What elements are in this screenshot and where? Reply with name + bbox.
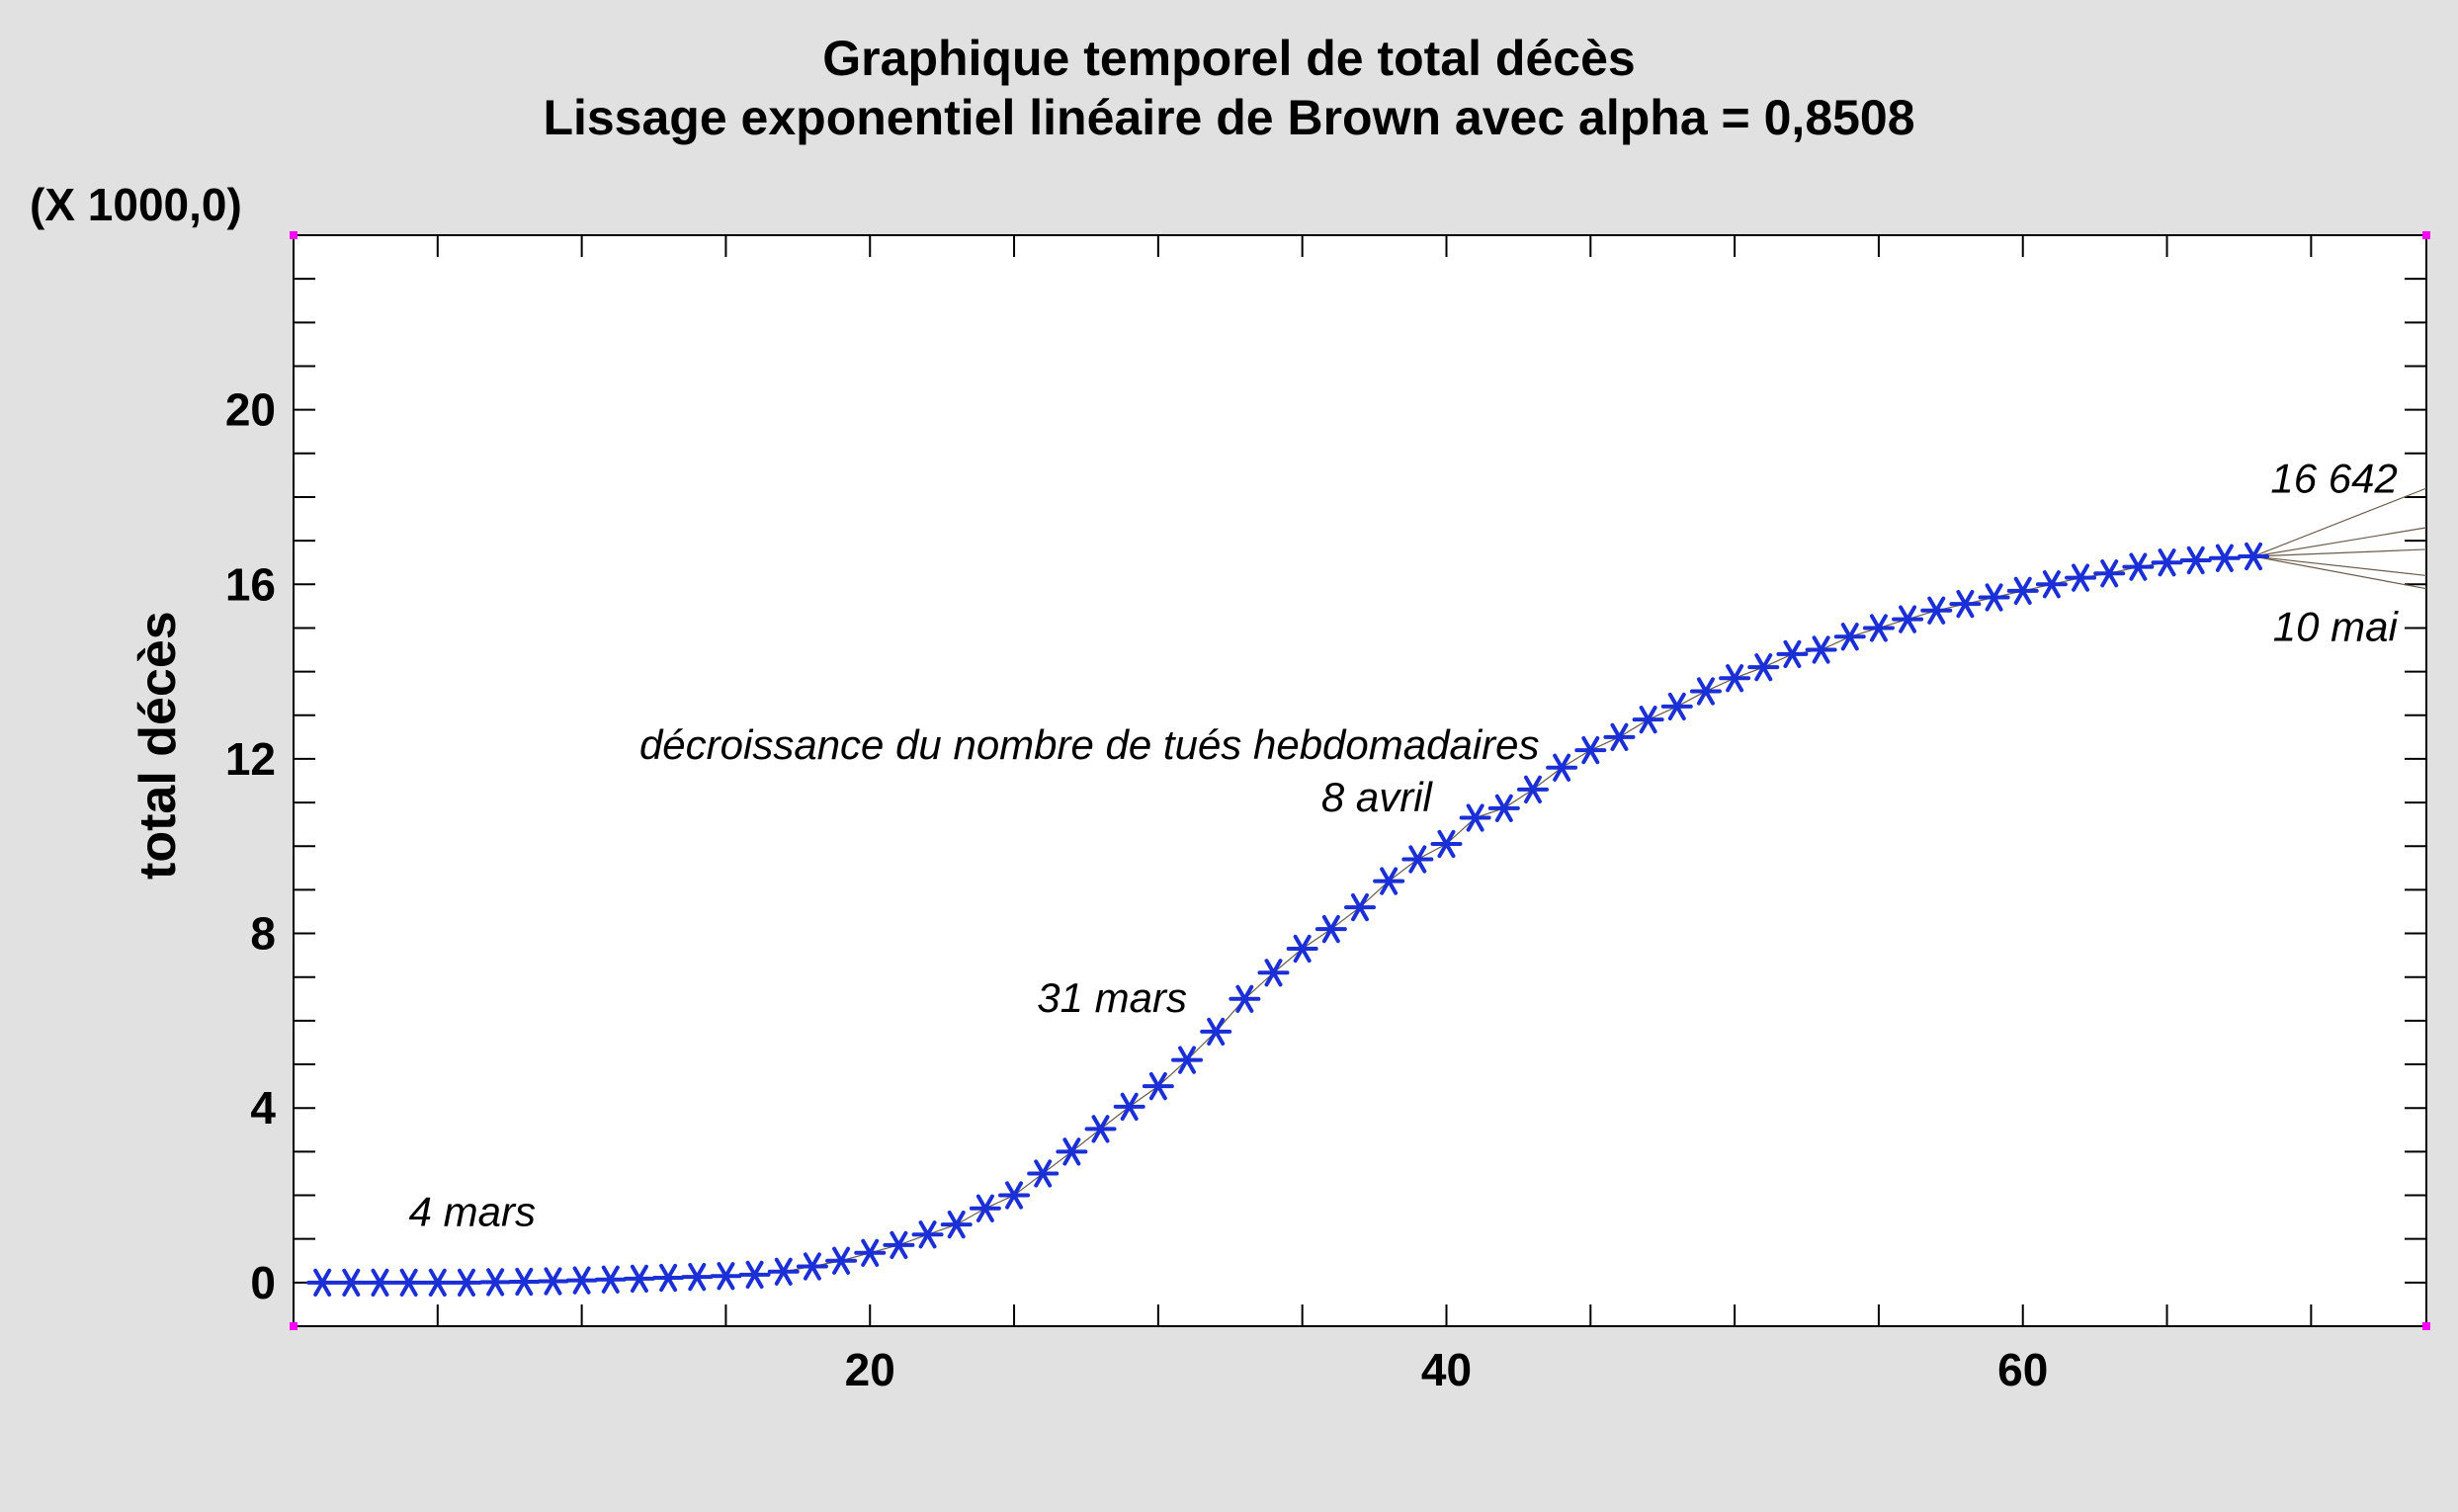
chart-annotation: 16 642 — [2270, 456, 2397, 502]
x-tick-label: 20 — [845, 1344, 895, 1395]
chart-svg: 20 40 60 0 4 8 12 16 20 4 mars 31 mars 8 avril 10 ma… — [0, 0, 2458, 1512]
chart-annotation: 8 avril — [1321, 774, 1434, 820]
plot-corner-marker — [290, 1322, 297, 1330]
y-axis-unit: (X 1000,0) — [30, 178, 242, 231]
chart-annotation: décroissance du nombre de tués hebdomada… — [639, 721, 1540, 768]
y-tick-label: 8 — [250, 908, 276, 960]
plot-corner-marker — [290, 231, 297, 239]
chart-annotation: 31 mars — [1037, 974, 1187, 1021]
y-tick-label: 0 — [250, 1257, 276, 1308]
chart-title-line1: Graphique temporel de total décès — [0, 30, 2458, 87]
plot-corner-marker — [2422, 231, 2430, 239]
chart-annotation: 10 mai — [2273, 604, 2400, 650]
y-tick-label: 16 — [225, 558, 276, 610]
chart-annotation: 4 mars — [409, 1188, 536, 1234]
plot-corner-marker — [2422, 1322, 2430, 1330]
y-tick-label: 20 — [225, 384, 276, 436]
y-tick-label: 12 — [225, 733, 276, 785]
x-tick-label: 40 — [1421, 1344, 1472, 1395]
chart-stage: 20 40 60 0 4 8 12 16 20 4 mars 31 mars 8 avril 10 ma… — [0, 0, 2458, 1512]
x-tick-label: 60 — [1997, 1344, 2048, 1395]
y-tick-label: 4 — [250, 1082, 276, 1134]
chart-title-line2: Lissage exponentiel linéaire de Brown av… — [0, 89, 2458, 146]
y-axis-label: total décès — [128, 611, 188, 880]
